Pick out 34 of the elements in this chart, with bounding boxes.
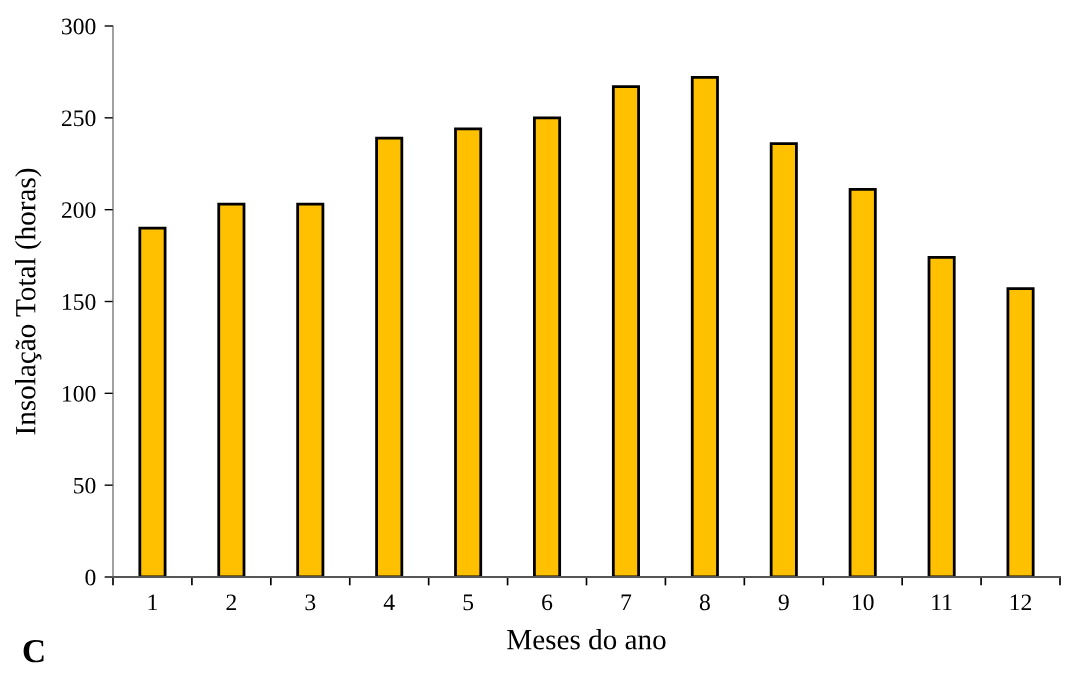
x-tick-label: 1 — [148, 594, 157, 611]
x-axis-title: Meses do ano — [507, 628, 666, 650]
bar — [217, 202, 246, 577]
x-tick-label: 9 — [778, 594, 789, 611]
x-tick-label: 3 — [305, 594, 316, 611]
x-tick-label: 2 — [226, 594, 236, 611]
x-tick-label: 8 — [699, 594, 710, 611]
bar — [138, 226, 167, 577]
bar — [690, 76, 719, 577]
bar — [611, 85, 640, 577]
bar — [769, 142, 798, 577]
bar — [454, 127, 483, 577]
y-axis-title: Insolação Total (horas) — [15, 168, 42, 435]
y-tick-label: 50 — [74, 477, 96, 494]
y-tick-label: 0 — [85, 569, 96, 586]
y-tick-label: 250 — [61, 110, 96, 127]
y-tick-label: 200 — [61, 202, 96, 219]
x-tick-label: 10 — [852, 594, 874, 611]
bar — [296, 202, 325, 577]
y-tick-label: 100 — [62, 385, 96, 402]
bar — [375, 136, 404, 577]
x-tick-label: 11 — [932, 594, 952, 611]
y-tick-label: 300 — [62, 18, 96, 35]
text: C — [23, 639, 44, 663]
x-tick-label: 7 — [621, 594, 632, 611]
bar — [533, 116, 562, 577]
x-tick-label: 12 — [1010, 594, 1032, 611]
y-tick-label: 150 — [62, 293, 96, 310]
x-tick-label: 6 — [542, 594, 553, 611]
x-tick-label: 4 — [383, 594, 395, 611]
bar — [848, 188, 877, 577]
bar — [1006, 287, 1035, 577]
x-tick-label: 5 — [463, 594, 474, 611]
bar — [927, 256, 956, 577]
